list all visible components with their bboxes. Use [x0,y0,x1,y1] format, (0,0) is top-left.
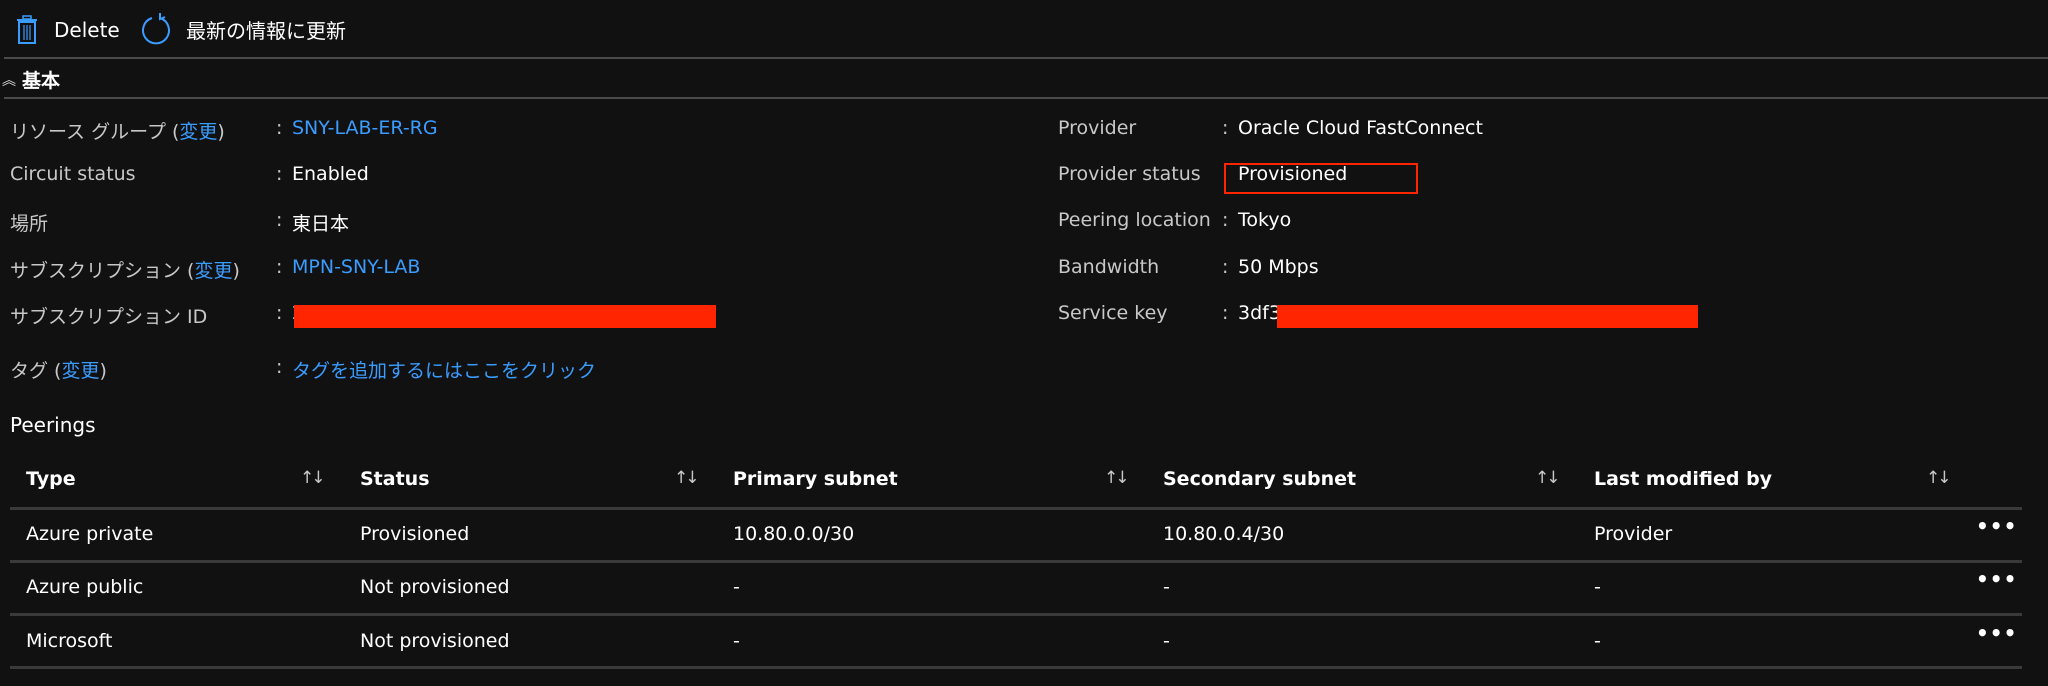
provider-value: Oracle Cloud FastConnect [1238,117,1483,139]
colon: : [276,256,283,278]
field-label: Service key [1058,302,1168,324]
cell-primary-subnet: - [733,630,740,652]
add-tags-link[interactable]: タグを追加するにはここをクリック [292,360,597,382]
divider [10,507,2022,510]
field-label: サブスクリプション [10,260,182,282]
field-label: リソース グループ [10,121,166,143]
field-label: 場所 [10,213,49,235]
field-label: Provider status [1058,163,1201,185]
cell-secondary-subnet: - [1163,576,1170,598]
sort-icon[interactable]: ↑↓ [1926,468,1951,488]
column-header-secondary-subnet[interactable]: Secondary subnet [1163,468,1357,490]
field-label: タグ [10,360,49,382]
service-key-value: 3df3 [1238,302,1281,324]
section-toggle-basic[interactable]: ︽ 基本 [2,66,60,93]
cell-secondary-subnet: - [1163,630,1170,652]
field-label: Circuit status [10,163,136,185]
field-label: Peering location [1058,209,1211,231]
column-header-type[interactable]: Type [26,468,76,490]
cell-status: Not provisioned [360,576,510,598]
field-label: Bandwidth [1058,256,1160,278]
divider [10,560,2022,563]
sort-icon[interactable]: ↑↓ [1535,468,1560,488]
field-label: サブスクリプション ID [10,306,208,328]
cell-primary-subnet: 10.80.0.0/30 [733,523,855,545]
sort-icon[interactable]: ↑↓ [1104,468,1129,488]
location-value: 東日本 [292,213,350,235]
cell-type: Azure private [26,523,154,545]
delete-label: Delete [54,18,120,42]
field-resource-group: リソース グループ (変更) [10,121,225,143]
cell-last-modified-by: - [1594,576,1601,598]
subscription-link[interactable]: MPN-SNY-LAB [292,256,421,278]
change-tags-link[interactable]: 変更 [61,360,100,382]
cell-type: Azure public [26,576,144,598]
cell-secondary-subnet: 10.80.0.4/30 [1163,523,1285,545]
field-subscription: サブスクリプション (変更) [10,260,240,282]
chevron-double-up-icon: ︽ [2,72,16,89]
cell-status: Provisioned [360,523,470,545]
bandwidth-value: 50 Mbps [1238,256,1319,278]
peerings-title: Peerings [10,413,96,437]
colon: : [1222,256,1229,278]
colon: : [1222,209,1229,231]
divider [4,97,2048,99]
change-subscription-link[interactable]: 変更 [194,260,233,282]
resource-group-link[interactable]: SNY-LAB-ER-RG [292,117,438,139]
colon: : [276,163,283,185]
column-header-primary-subnet[interactable]: Primary subnet [733,468,898,490]
redaction-bar [294,305,716,328]
field-label: Provider [1058,117,1137,139]
colon: : [276,117,283,139]
more-actions-icon[interactable]: ••• [1976,621,2018,645]
peering-location-value: Tokyo [1238,209,1292,231]
colon: : [276,302,283,324]
more-actions-icon[interactable]: ••• [1976,567,2018,591]
more-actions-icon[interactable]: ••• [1976,514,2018,538]
sort-icon[interactable]: ↑↓ [300,468,325,488]
cell-primary-subnet: - [733,576,740,598]
column-header-status[interactable]: Status [360,468,430,490]
cell-status: Not provisioned [360,630,510,652]
trash-icon [14,15,40,45]
cell-last-modified-by: - [1594,630,1601,652]
circuit-status-value: Enabled [292,163,369,185]
change-resource-group-link[interactable]: 変更 [179,121,218,143]
delete-button[interactable]: Delete [14,14,120,46]
field-tags: タグ (変更) [10,360,107,382]
sort-icon[interactable]: ↑↓ [674,468,699,488]
cell-last-modified-by: Provider [1594,523,1673,545]
section-title: 基本 [22,70,61,92]
refresh-icon [140,12,172,46]
divider [10,613,2022,616]
colon: : [1222,302,1229,324]
highlight-box [1224,163,1418,194]
divider [4,57,2048,59]
cell-type: Microsoft [26,630,113,652]
refresh-button[interactable]: 最新の情報に更新 [140,12,346,46]
column-header-last-modified-by[interactable]: Last modified by [1594,468,1773,490]
provider-status-value: Provisioned [1238,163,1348,185]
redaction-bar [1277,305,1698,328]
colon: : [1222,117,1229,139]
colon: : [276,209,283,231]
refresh-label: 最新の情報に更新 [186,18,346,43]
colon: : [276,356,283,378]
divider [10,666,2022,669]
